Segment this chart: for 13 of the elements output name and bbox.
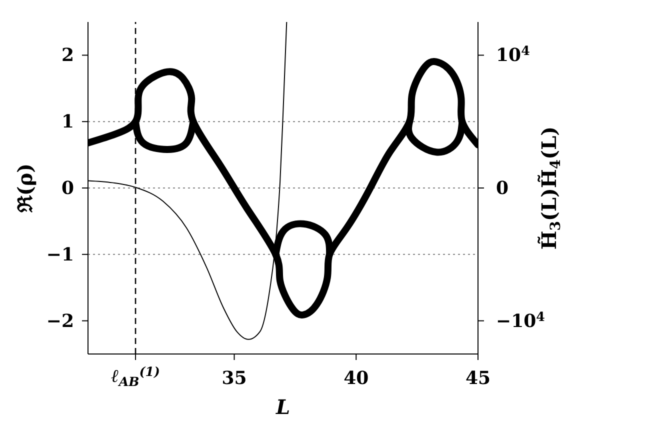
y2-tick-label: 0 — [496, 178, 509, 199]
y2-tick-label: 10$^{4}$ — [496, 43, 530, 66]
y-tick-label: −2 — [46, 310, 74, 332]
x-tick-label: 45 — [465, 368, 491, 389]
x-tick-label: 35 — [222, 368, 247, 389]
y-axis-title: ℜ(ρ) — [13, 163, 37, 214]
y-tick-label: 2 — [61, 45, 74, 66]
y-tick-label: −1 — [46, 244, 74, 266]
y2-tick-label: −10$^{4}$ — [496, 308, 546, 332]
x-tick-label: 40 — [344, 368, 369, 389]
y-tick-label: 1 — [61, 112, 74, 133]
x-axis-title: L — [274, 395, 290, 419]
y-tick-label: 0 — [61, 178, 74, 199]
